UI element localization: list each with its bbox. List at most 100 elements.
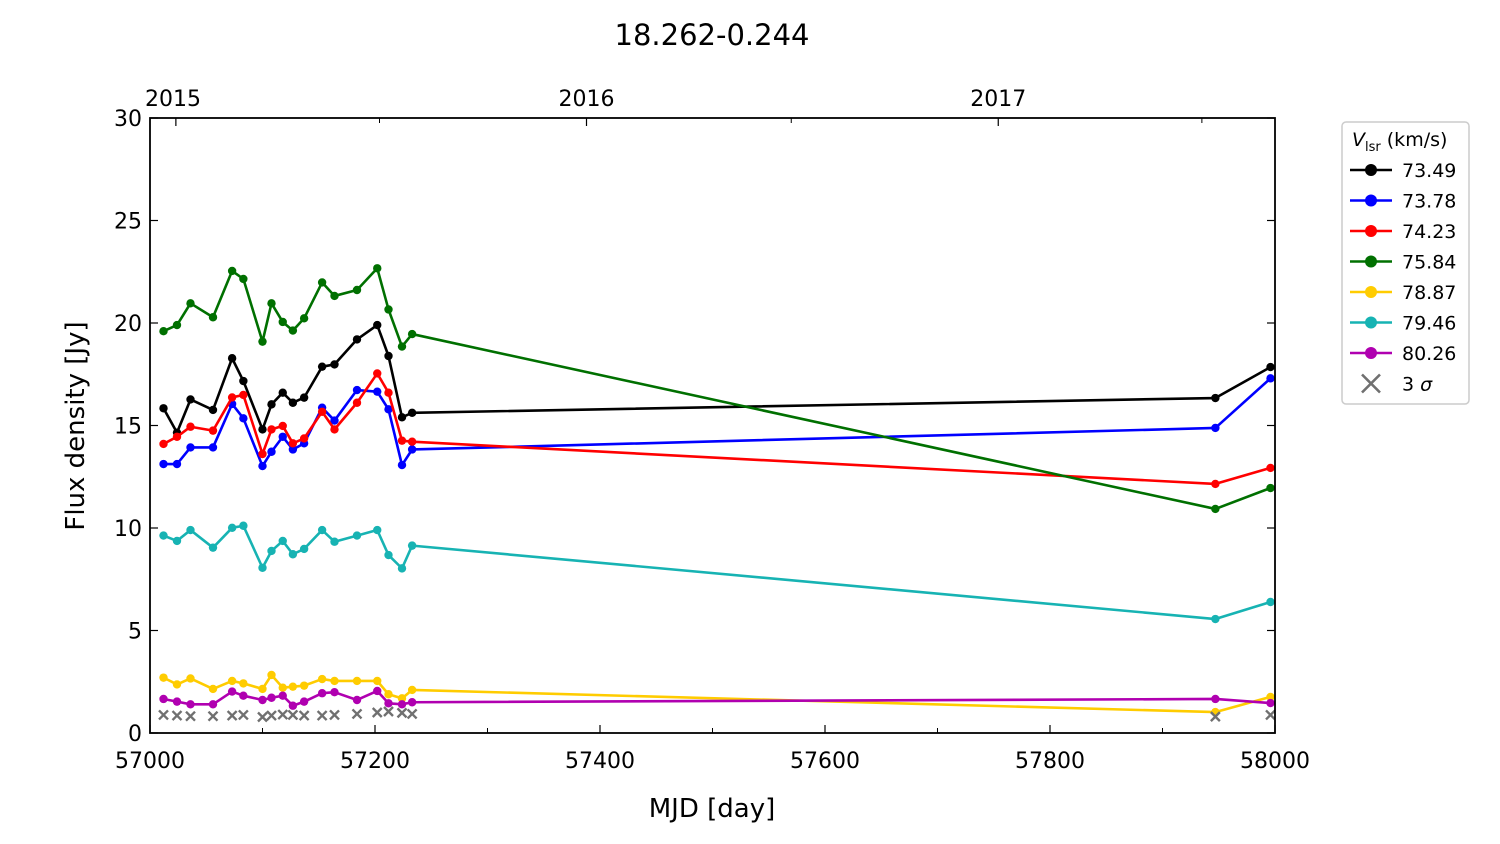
data-point [373, 387, 382, 396]
data-point [159, 694, 168, 704]
data-point [373, 264, 382, 273]
data-point [1266, 463, 1275, 473]
data-point [373, 676, 382, 686]
data-point [1211, 423, 1220, 433]
data-point [330, 416, 339, 425]
data-point [258, 461, 267, 471]
data-point [239, 691, 248, 700]
x-axis-label: MJD [day] [649, 794, 776, 824]
data-point [267, 447, 276, 456]
legend-marker [1365, 164, 1377, 176]
top-year-label: 2015 [145, 87, 201, 112]
legend-label: 75.84 [1402, 252, 1456, 274]
data-point [258, 684, 267, 694]
data-point [208, 426, 218, 435]
legend: Vlsr (km/s) 73.49 73.78 74.23 75.84 78.87 79.4… [1341, 121, 1470, 405]
series-line-73.78 [163, 377, 1272, 468]
data-point [317, 525, 327, 535]
data-point [288, 682, 298, 691]
legend-x-icon [1361, 373, 1381, 394]
legend-marker [1365, 255, 1377, 268]
data-point [278, 421, 287, 431]
data-point [288, 445, 298, 454]
data-point [397, 564, 407, 573]
data-point [159, 439, 168, 449]
legend-label: 73.78 [1402, 191, 1456, 213]
data-point [172, 432, 182, 441]
data-point [278, 317, 287, 327]
sigma-x-marker [226, 710, 238, 721]
data-point [352, 385, 362, 395]
data-point [172, 320, 182, 330]
data-point [186, 700, 195, 709]
data-point [288, 326, 298, 335]
plot-area [158, 264, 1275, 723]
data-point [267, 425, 276, 434]
data-point [397, 700, 407, 709]
data-point [239, 521, 248, 530]
data-point [208, 313, 218, 322]
data-point [317, 674, 327, 684]
data-point [239, 679, 248, 688]
legend-box [1341, 121, 1470, 405]
data-point [299, 681, 309, 690]
data-point [227, 687, 237, 696]
data-point [278, 432, 287, 441]
legend-title: Vlsr (km/s) [1352, 129, 1447, 155]
data-point [186, 525, 195, 535]
data-point [407, 437, 417, 446]
sigma-x-marker [158, 709, 169, 721]
sigma-x-marker [1265, 709, 1275, 721]
data-point [186, 674, 195, 683]
sigma-symbol: σ [1420, 374, 1433, 396]
legend-label: 73.49 [1402, 160, 1456, 182]
data-point [227, 676, 237, 686]
data-point [352, 285, 362, 295]
data-point [317, 407, 327, 416]
data-point [384, 550, 393, 560]
axis-ticks: 57000 57200 57400 57600 57800 58000 0 5 10 15 20 25… [114, 87, 1310, 774]
data-point [1211, 504, 1220, 514]
data-point [299, 434, 309, 443]
top-year-label: 2016 [559, 87, 615, 112]
series-group [158, 264, 1275, 723]
data-point [159, 673, 168, 682]
chart-title: 18.262-0.244 [615, 18, 810, 52]
legend-item: 75.84 [1350, 252, 1456, 274]
data-point [407, 329, 417, 339]
legend-item: 78.87 [1350, 282, 1456, 304]
data-point [1266, 374, 1275, 383]
data-point [352, 398, 362, 407]
data-point [186, 299, 195, 308]
sigma-x-marker [396, 707, 408, 719]
series-line-79.46 [163, 524, 1271, 621]
sigma-x-marker [257, 711, 268, 723]
data-point [397, 460, 407, 470]
data-point [317, 278, 327, 287]
data-point [267, 693, 276, 702]
legend-label: 78.87 [1402, 282, 1456, 304]
data-point [239, 414, 248, 423]
data-point [159, 531, 168, 540]
data-point [330, 425, 339, 434]
y-tick-label: 25 [114, 210, 142, 235]
data-point [384, 699, 393, 708]
data-point [352, 531, 362, 540]
sigma-x-marker [383, 706, 394, 717]
y-tick-label: 5 [128, 620, 142, 645]
data-point [397, 694, 407, 703]
data-point [330, 291, 339, 301]
legend-item: 73.49 [1350, 160, 1456, 182]
legend-label: 80.26 [1402, 343, 1456, 365]
data-point [172, 697, 182, 706]
data-point [384, 351, 393, 361]
data-point [397, 436, 407, 445]
data-point [384, 405, 393, 414]
data-point [208, 700, 218, 709]
data-point [384, 388, 393, 397]
data-point [299, 697, 309, 706]
data-point [159, 404, 168, 413]
x-tick-label: 57800 [1015, 749, 1085, 774]
legend-marker [1365, 347, 1377, 359]
